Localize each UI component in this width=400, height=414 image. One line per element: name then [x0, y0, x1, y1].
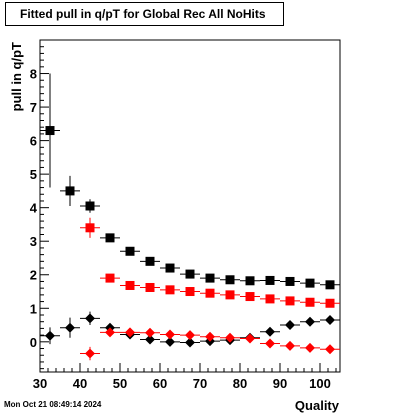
data-point-square — [105, 233, 115, 243]
data-point-diamond — [325, 315, 335, 326]
x-axis-label: Quality — [295, 398, 340, 413]
data-point-diamond — [245, 333, 255, 344]
x-tick-label: 90 — [273, 376, 287, 391]
data-point-square — [165, 285, 175, 295]
data-point-square — [145, 256, 155, 266]
data-point-square — [325, 280, 335, 290]
data-point-square — [305, 297, 315, 307]
data-point-square — [285, 276, 295, 286]
data-point-diamond — [225, 332, 235, 343]
data-point-square — [45, 126, 55, 136]
x-tick-label: 100 — [309, 376, 331, 391]
series-3 — [80, 327, 340, 361]
y-axis-label: pull in q/pT — [9, 42, 24, 111]
data-point-square — [225, 290, 235, 300]
y-tick-label: 7 — [30, 100, 37, 115]
series-2 — [40, 311, 340, 348]
x-tick-label: 40 — [73, 376, 87, 391]
x-tick-label: 80 — [233, 376, 247, 391]
data-point-diamond — [145, 334, 155, 345]
data-point-diamond — [305, 342, 315, 353]
plot-border — [39, 39, 341, 373]
data-point-diamond — [285, 340, 295, 351]
data-point-diamond — [85, 313, 95, 324]
data-point-diamond — [125, 327, 135, 338]
data-point-diamond — [165, 336, 175, 347]
data-point-diamond — [105, 327, 115, 338]
data-point-square — [105, 273, 115, 283]
data-point-square — [165, 263, 175, 273]
data-point-diamond — [305, 316, 315, 327]
data-point-diamond — [285, 320, 295, 331]
data-point-diamond — [265, 326, 275, 337]
data-point-diamond — [185, 337, 195, 348]
data-series — [40, 73, 340, 361]
data-point-diamond — [145, 327, 155, 338]
data-point-diamond — [165, 329, 175, 340]
data-point-diamond — [65, 322, 75, 333]
data-point-diamond — [185, 330, 195, 341]
data-point-square — [205, 273, 215, 283]
y-tick-label: 4 — [30, 201, 38, 216]
x-tick-label: 50 — [113, 376, 127, 391]
x-tick-label: 30 — [33, 376, 47, 391]
chart-title: Fitted pull in q/pT for Global Rec All N… — [5, 2, 284, 26]
data-point-square — [65, 186, 75, 196]
data-point-square — [325, 298, 335, 308]
data-point-square — [185, 287, 195, 297]
axis-ticks: 30 40 50 60 70 80 90 100 0 1 2 3 4 5 6 7 8 — [30, 46, 337, 391]
data-point-square — [225, 275, 235, 285]
data-point-diamond — [265, 338, 275, 349]
data-point-square — [205, 288, 215, 298]
data-point-square — [285, 296, 295, 306]
data-point-diamond — [325, 344, 335, 355]
series-1 — [80, 217, 340, 308]
data-point-square — [85, 223, 95, 233]
data-point-diamond — [45, 330, 55, 341]
data-point-square — [265, 294, 275, 304]
data-point-square — [125, 280, 135, 290]
data-point-square — [245, 276, 255, 286]
y-tick-label: 0 — [30, 335, 37, 350]
data-point-square — [245, 292, 255, 302]
data-point-square — [265, 275, 275, 285]
series-0 — [40, 73, 340, 290]
data-point-diamond — [205, 331, 215, 342]
data-point-square — [305, 278, 315, 288]
x-tick-label: 60 — [153, 376, 167, 391]
x-tick-label: 70 — [193, 376, 207, 391]
plot-frame — [39, 39, 341, 373]
data-point-square — [185, 269, 195, 279]
timestamp: Mon Oct 21 08:49:14 2024 — [4, 400, 102, 409]
y-tick-label: 3 — [30, 234, 37, 249]
data-point-square — [85, 201, 95, 211]
y-tick-label: 1 — [30, 301, 37, 316]
data-point-diamond — [85, 348, 95, 359]
data-point-square — [145, 282, 155, 292]
y-tick-label: 5 — [30, 167, 37, 182]
data-point-square — [125, 246, 135, 256]
y-tick-label: 8 — [30, 67, 37, 82]
y-tick-label: 6 — [30, 134, 37, 149]
y-tick-label: 2 — [30, 268, 37, 283]
